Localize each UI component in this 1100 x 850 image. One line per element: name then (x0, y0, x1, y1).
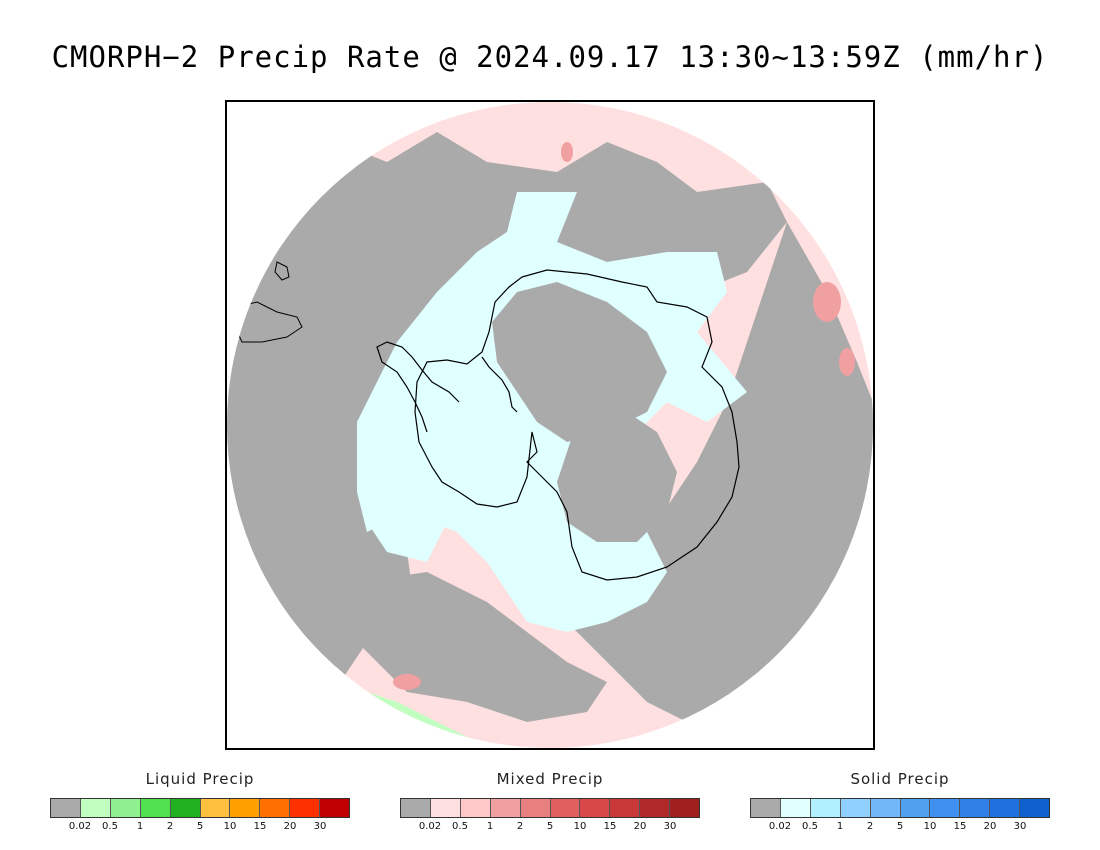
legend-title: Mixed Precip (496, 770, 604, 788)
legend-tick-label: 10 (573, 821, 587, 832)
legend-tick-label: 20 (983, 821, 997, 832)
legend-tick-label: 2 (166, 821, 174, 832)
legend-swatch (990, 799, 1021, 817)
legend-swatch (930, 799, 961, 817)
legend-tick-label: 30 (1013, 821, 1027, 832)
mixed-moderate-spot (393, 674, 421, 690)
legend-tick-label: 20 (633, 821, 647, 832)
legend-tick-label: 1 (836, 821, 844, 832)
legend-swatch (460, 799, 491, 817)
legend-tick-label: 0.5 (802, 821, 818, 832)
legend-swatch (900, 799, 931, 817)
map-title: CMORPH−2 Precip Rate @ 2024.09.17 13:30~… (51, 40, 1049, 74)
legend-swatch (550, 799, 581, 817)
legend-swatch (260, 799, 291, 817)
legend-tick-label: 15 (953, 821, 967, 832)
legend-tick-label: 5 (196, 821, 204, 832)
tick-labels: 0.02 0.5 1 2 5 10 15 20 30 (400, 821, 700, 835)
legend-tick-label: 1 (136, 821, 144, 832)
legend-title: Solid Precip (850, 770, 950, 788)
mixed-moderate-spot (561, 142, 573, 162)
legend-tick-label: 15 (603, 821, 617, 832)
legend-swatch (401, 799, 431, 817)
legend-mixed-precip: Mixed Precip 0.02 0.5 1 2 5 10 15 20 30 (400, 770, 700, 835)
legend-swatch (110, 799, 141, 817)
legend-swatch (960, 799, 991, 817)
no-precip-interior (492, 282, 667, 442)
no-precip-interior-east (557, 412, 677, 542)
legend-swatch (610, 799, 641, 817)
legend-tick-label: 10 (223, 821, 237, 832)
legend-swatch (670, 799, 700, 817)
legend-tick-label: 30 (663, 821, 677, 832)
legend-swatch (780, 799, 811, 817)
legend-swatch (230, 799, 261, 817)
legend-tick-label: 0.5 (452, 821, 468, 832)
south-georgia-coastline (274, 261, 290, 281)
color-bar (50, 798, 350, 818)
mixed-moderate-spot (839, 348, 855, 376)
legend-swatch (520, 799, 551, 817)
legend-swatch (490, 799, 521, 817)
antarctic-peninsula-coastline (376, 341, 518, 433)
legend-tick-label: 0.02 (418, 821, 442, 832)
legend-swatch (200, 799, 231, 817)
legend-tick-label: 30 (313, 821, 327, 832)
legend-tick-label: 10 (923, 821, 937, 832)
legend-swatch (1020, 799, 1050, 817)
legend-swatch (170, 799, 201, 817)
legend-swatch (430, 799, 461, 817)
legend-swatch (580, 799, 611, 817)
legend-solid-precip: Solid Precip 0.02 0.5 1 2 5 10 15 20 30 (750, 770, 1050, 835)
tick-labels: 0.02 0.5 1 2 5 10 15 20 30 (50, 821, 350, 835)
legend-swatch (290, 799, 321, 817)
legend-tick-label: 5 (546, 821, 554, 832)
legend-tick-label: 0.02 (768, 821, 792, 832)
legend-swatch (140, 799, 171, 817)
legend-swatch (870, 799, 901, 817)
mixed-moderate-spot (813, 282, 841, 322)
color-bar (400, 798, 700, 818)
map-panel (225, 100, 875, 750)
legend-tick-label: 0.02 (68, 821, 92, 832)
legend-swatch (751, 799, 781, 817)
legend-tick-label: 1 (486, 821, 494, 832)
legend-tick-label: 2 (866, 821, 874, 832)
legend-swatch (840, 799, 871, 817)
tick-labels: 0.02 0.5 1 2 5 10 15 20 30 (750, 821, 1050, 835)
legend-tick-label: 5 (896, 821, 904, 832)
legend-tick-label: 15 (253, 821, 267, 832)
legend-tick-label: 0.5 (102, 821, 118, 832)
legend-tick-label: 2 (516, 821, 524, 832)
legend-tick-label: 20 (283, 821, 297, 832)
legend-title: Liquid Precip (145, 770, 255, 788)
legend-liquid-precip: Liquid Precip 0.02 0.5 1 2 5 10 15 20 30 (50, 770, 350, 835)
polar-map (227, 102, 873, 748)
legend-swatch (810, 799, 841, 817)
solid-precip-region-west (357, 472, 447, 562)
legend-swatch (80, 799, 111, 817)
antarctica-coastline (414, 269, 740, 581)
color-bar (750, 798, 1050, 818)
legend-swatch (640, 799, 671, 817)
legend-swatch (51, 799, 81, 817)
legend-swatch (320, 799, 350, 817)
